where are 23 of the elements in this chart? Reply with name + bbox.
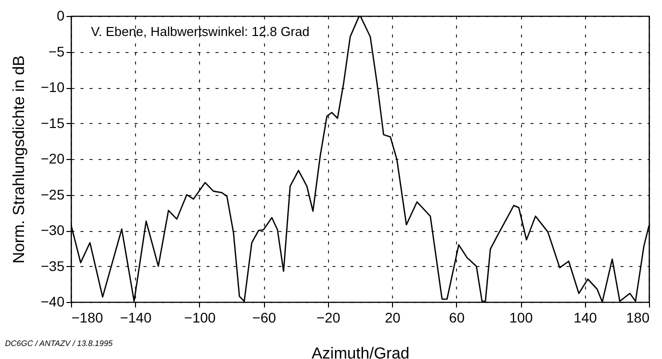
x-tick-label: −20 (316, 310, 340, 326)
y-tick-label: −10 (40, 79, 65, 95)
y-tick-label: −5 (48, 43, 65, 60)
x-tick-label: 100 (509, 310, 533, 326)
y-axis-title: Norm. Strahlungsdichte in dB (10, 55, 28, 264)
x-axis-title: Azimuth/Grad (312, 346, 410, 359)
y-tick-label: −40 (40, 294, 65, 310)
annotation: V. Ebene, Halbwertswinkel: 12.8 Grad (91, 24, 310, 39)
x-tick-label: 20 (384, 310, 401, 326)
y-tick-label: −20 (40, 150, 65, 166)
x-tick-label: 60 (449, 310, 465, 326)
y-tick-label: −25 (40, 186, 65, 202)
y-tick-label: 0 (56, 8, 65, 24)
y-tick-label: −15 (40, 114, 65, 131)
x-tick-label: −60 (252, 310, 276, 326)
x-tick-label: 140 (574, 310, 598, 326)
x-tick-label: −100 (184, 310, 216, 326)
text: DC6GC / ANTAZV / 13.8.1995 (5, 339, 114, 348)
y-tick-label: −30 (40, 222, 65, 238)
x-tick-label: 180 (626, 310, 650, 326)
x-tick-label: −140 (120, 310, 152, 326)
y-tick-label: −35 (40, 258, 65, 274)
x-tick-label: −180 (72, 310, 104, 326)
